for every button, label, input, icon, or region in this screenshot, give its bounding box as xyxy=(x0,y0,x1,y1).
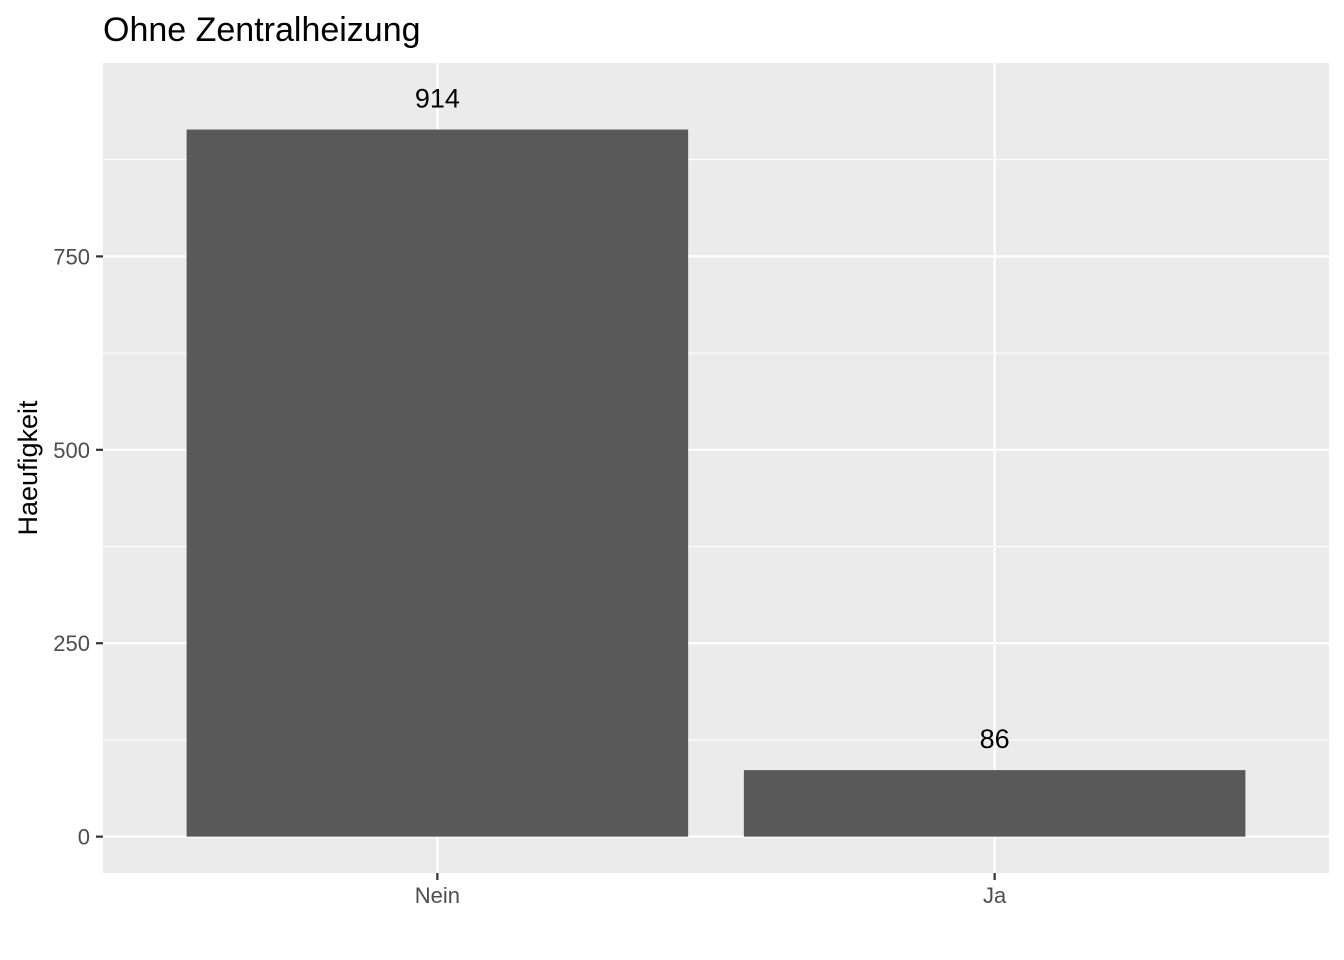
data-labels: 914 86 xyxy=(415,84,1010,755)
bar-nein xyxy=(186,129,689,837)
bar-ja xyxy=(743,770,1246,837)
y-tick-label: 500 xyxy=(53,438,90,463)
y-tick-label: 0 xyxy=(78,825,90,850)
y-axis: 0 250 500 750 xyxy=(53,244,103,850)
y-tick-label: 250 xyxy=(53,631,90,656)
data-label: 914 xyxy=(415,84,460,114)
y-axis-label: Haeufigkeit xyxy=(13,400,43,536)
y-tick-label: 750 xyxy=(53,244,90,269)
data-label: 86 xyxy=(980,724,1010,754)
chart-title: Ohne Zentralheizung xyxy=(103,11,421,49)
bars xyxy=(186,129,1246,837)
x-tick-label: Nein xyxy=(415,883,460,908)
x-tick-label: Ja xyxy=(983,883,1007,908)
x-axis: Nein Ja xyxy=(415,873,1007,908)
